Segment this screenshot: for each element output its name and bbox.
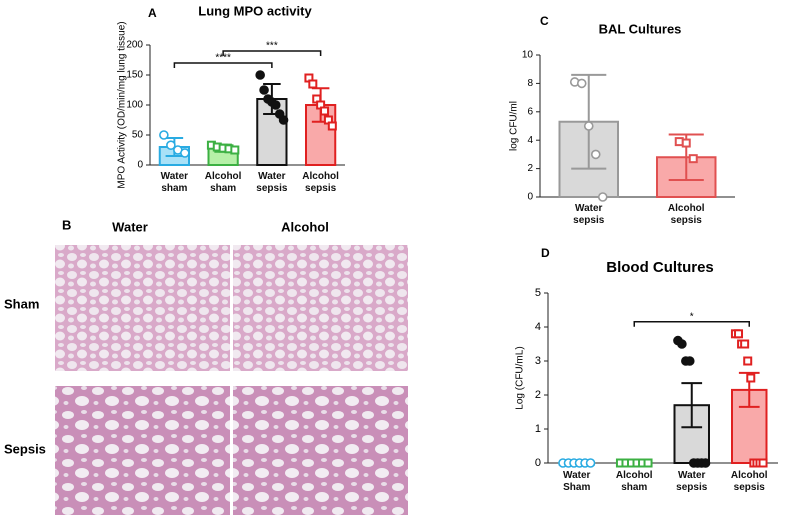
data-point <box>320 106 330 116</box>
significance-label: **** <box>215 53 231 64</box>
y-tick-label: 4 <box>527 135 533 146</box>
y-tick-label: 5 <box>535 287 541 299</box>
y-tick-label: 10 <box>522 50 534 61</box>
y-tick-label: 50 <box>132 130 144 141</box>
panel-label: D <box>541 246 550 260</box>
significance-bracket <box>633 321 750 327</box>
y-tick-label: 150 <box>126 70 143 81</box>
data-point <box>180 148 190 158</box>
histology-image <box>233 386 408 515</box>
y-axis-label: MPO Activity (OD/min/mg lung tissue) <box>117 21 128 188</box>
histology-images <box>55 245 408 515</box>
data-point <box>643 458 653 468</box>
data-point <box>688 154 698 164</box>
y-tick-label: 100 <box>126 100 143 111</box>
x-tick-label: Alcohol sepsis <box>667 203 705 226</box>
data-point <box>674 137 684 147</box>
significance-label: * <box>690 311 694 322</box>
panel-label: C <box>540 14 549 28</box>
x-tick-label: Water Sham <box>563 470 591 493</box>
data-point <box>758 458 768 468</box>
panel-label: B <box>62 217 71 232</box>
data-point <box>681 138 691 148</box>
data-point <box>597 192 608 202</box>
data-point <box>585 458 596 468</box>
data-point <box>576 78 587 89</box>
column-label: Alcohol <box>281 219 329 234</box>
y-tick-label: 6 <box>527 106 533 117</box>
y-axis-label: Log (CFU/mL) <box>515 346 526 409</box>
data-point <box>677 339 687 349</box>
chart-title: BAL Cultures <box>599 21 682 36</box>
data-point <box>583 121 594 131</box>
data-point <box>278 115 289 125</box>
data-point <box>740 339 750 349</box>
y-tick-label: 2 <box>527 163 533 174</box>
x-tick-label: Alcohol sham <box>204 171 242 194</box>
data-point <box>259 85 269 95</box>
data-point <box>159 130 169 140</box>
data-point <box>230 145 240 155</box>
significance-bracket <box>173 62 273 68</box>
y-axis-label: log CFU/ml <box>509 101 520 151</box>
data-point <box>746 373 756 383</box>
y-tick-label: 2 <box>535 389 541 401</box>
data-point <box>590 149 601 160</box>
x-tick-label: Alcohol sepsis <box>302 171 339 194</box>
panel-label: A <box>148 6 157 20</box>
y-tick-label: 8 <box>527 78 533 89</box>
row-label: Sham <box>4 296 39 311</box>
row-label: Sepsis <box>4 441 46 456</box>
data-point <box>255 70 265 80</box>
data-point <box>734 329 744 339</box>
chart-title: Lung MPO activity <box>198 3 312 18</box>
histology-image <box>233 245 408 371</box>
data-point <box>166 140 176 150</box>
y-tick-label: 3 <box>535 355 541 367</box>
error-bar <box>681 382 703 429</box>
y-tick-label: 4 <box>535 321 541 333</box>
y-tick-label: 0 <box>137 160 143 171</box>
x-tick-label: Alcohol sepsis <box>730 470 768 493</box>
x-tick-label: Water sham <box>160 171 189 194</box>
histology-image <box>55 386 230 515</box>
significance-bracket <box>222 50 322 56</box>
significance-label: *** <box>266 41 278 52</box>
y-tick-label: 0 <box>535 457 541 469</box>
x-tick-label: Alcohol sham <box>615 470 653 493</box>
data-point <box>308 79 318 89</box>
y-tick-label: 0 <box>527 192 533 203</box>
y-tick-label: 200 <box>126 40 143 51</box>
chart-title: Blood Cultures <box>606 259 714 276</box>
data-point <box>743 356 753 366</box>
x-tick-label: Water sepsis <box>573 203 605 226</box>
data-point <box>684 356 695 366</box>
histology-image <box>55 245 230 371</box>
data-point <box>270 100 281 110</box>
column-label: Water <box>112 219 148 234</box>
data-point <box>700 458 711 468</box>
data-point <box>327 121 337 131</box>
x-tick-label: Water sepsis <box>256 171 288 194</box>
x-tick-label: Water sepsis <box>676 470 708 493</box>
y-tick-label: 1 <box>535 423 541 435</box>
